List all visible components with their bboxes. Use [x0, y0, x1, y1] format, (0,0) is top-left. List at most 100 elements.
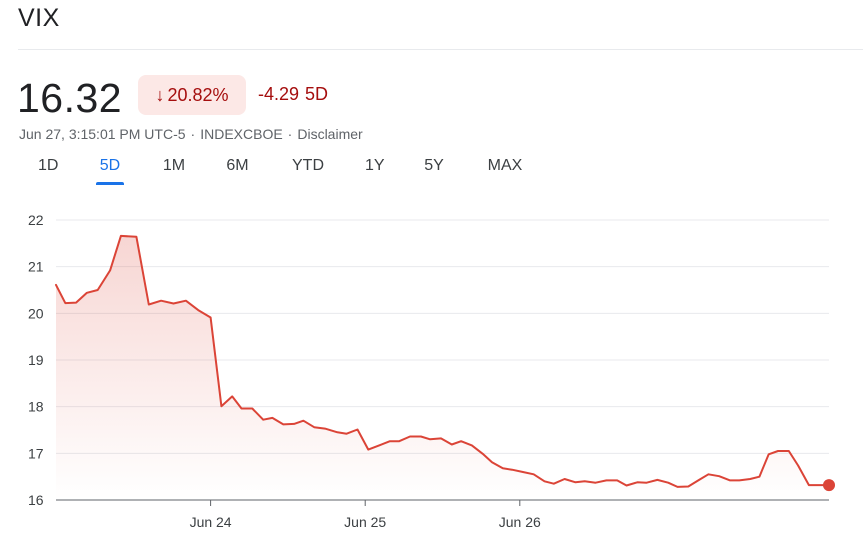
meta-separator: ·: [287, 126, 293, 142]
data-point: [819, 484, 821, 486]
data-point: [646, 482, 648, 484]
data-point: [64, 302, 66, 304]
data-point: [553, 483, 555, 485]
data-point: [271, 417, 273, 419]
data-point: [687, 486, 689, 488]
data-point: [788, 450, 790, 452]
data-point: [616, 479, 618, 481]
data-point: [262, 419, 264, 421]
percent-change-badge: ↓ 20.82%: [138, 75, 246, 115]
data-point: [429, 438, 431, 440]
absolute-change-value: -4.29: [258, 84, 300, 104]
data-point: [336, 431, 338, 433]
data-point: [491, 461, 493, 463]
data-point: [357, 429, 359, 431]
data-point: [584, 480, 586, 482]
data-point: [231, 395, 233, 397]
data-point: [160, 300, 162, 302]
tab-1y[interactable]: 1Y: [365, 157, 385, 174]
data-point: [738, 479, 740, 481]
change-period: 5D: [305, 84, 329, 104]
data-point: [378, 444, 380, 446]
data-point: [626, 485, 628, 487]
data-point: [55, 284, 57, 286]
price-chart-svg[interactable]: 16 17 18 19 20 21 22 Jun 24 Jun 25 Jun 26: [0, 195, 863, 541]
y-tick-label: 18: [28, 399, 44, 415]
data-point: [148, 304, 150, 306]
data-point: [749, 478, 751, 480]
y-tick-label: 21: [28, 259, 44, 275]
data-point: [595, 482, 597, 484]
arrow-down-icon: ↓: [155, 84, 165, 105]
x-tick-label: Jun 24: [190, 514, 232, 530]
data-point: [75, 302, 77, 304]
tab-5d[interactable]: 5D: [96, 157, 124, 185]
data-point: [707, 473, 709, 475]
data-point: [409, 436, 411, 438]
data-point: [398, 440, 400, 442]
data-point: [282, 423, 284, 425]
data-point: [241, 408, 243, 410]
data-point: [677, 486, 679, 488]
current-price: 16.32: [17, 75, 123, 121]
data-point: [471, 444, 473, 446]
data-point: [605, 479, 607, 481]
data-point: [482, 453, 484, 455]
data-point: [636, 481, 638, 483]
y-tick-label: 19: [28, 352, 44, 368]
data-point: [251, 408, 253, 410]
data-point: [210, 317, 212, 319]
quote-timestamp: Jun 27, 3:15:01 PM UTC-5: [19, 126, 186, 142]
data-point: [564, 478, 566, 480]
data-point: [667, 482, 669, 484]
y-tick-label: 22: [28, 212, 44, 228]
data-point: [135, 236, 137, 238]
data-point: [367, 449, 369, 451]
last-point-marker: [823, 479, 835, 492]
tab-ytd[interactable]: YTD: [292, 157, 324, 174]
quote-meta: Jun 27, 3:15:01 PM UTC-5 · INDEXCBOE · Discl…: [19, 126, 363, 142]
data-point: [185, 300, 187, 302]
tab-1m[interactable]: 1M: [162, 157, 186, 174]
data-point: [97, 289, 99, 291]
data-point: [808, 484, 810, 486]
data-point: [544, 480, 546, 482]
data-point: [440, 437, 442, 439]
data-point: [575, 481, 577, 483]
data-point: [120, 235, 122, 237]
data-point: [197, 309, 199, 311]
data-point: [389, 440, 391, 442]
data-point: [797, 465, 799, 467]
data-point: [293, 423, 295, 425]
data-point: [502, 467, 504, 469]
y-tick-label: 17: [28, 445, 44, 461]
data-point: [768, 453, 770, 455]
data-point: [302, 420, 304, 422]
meta-separator: ·: [190, 126, 196, 142]
data-point: [511, 469, 513, 471]
data-point: [522, 471, 524, 473]
series-line: [55, 234, 830, 488]
absolute-change: -4.29 5D: [258, 84, 328, 105]
data-point: [109, 269, 111, 271]
x-tick-label: Jun 25: [344, 514, 386, 530]
y-tick-label: 16: [28, 492, 44, 508]
data-point: [656, 479, 658, 481]
page-title: VIX: [18, 4, 60, 32]
data-point: [460, 440, 462, 442]
price-chart[interactable]: 16 17 18 19 20 21 22 Jun 24 Jun 25 Jun 26: [0, 195, 863, 541]
data-point: [718, 475, 720, 477]
series-area: [56, 235, 829, 500]
percent-change-value: 20.82%: [167, 84, 229, 105]
disclaimer-link[interactable]: Disclaimer: [297, 126, 363, 142]
data-point: [346, 433, 348, 435]
tab-5y[interactable]: 5Y: [424, 157, 444, 174]
data-point: [313, 426, 315, 428]
data-point: [220, 405, 222, 407]
tab-1d[interactable]: 1D: [38, 157, 59, 174]
data-point: [698, 479, 700, 481]
data-point: [777, 450, 779, 452]
tab-6m[interactable]: 6M: [226, 157, 249, 174]
tab-max[interactable]: MAX: [487, 157, 523, 174]
data-point: [86, 292, 88, 294]
